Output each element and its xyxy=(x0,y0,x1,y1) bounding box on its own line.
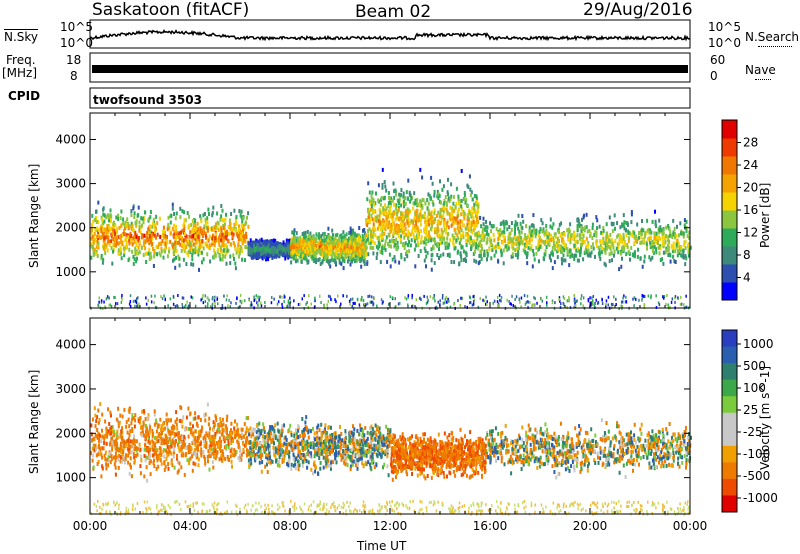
power-ytick-label: 3000 xyxy=(55,177,86,191)
velocity-colorbar-segment xyxy=(722,478,737,496)
nave-line-icon xyxy=(755,79,771,80)
nsky-tick-bottom: 10^0 xyxy=(60,36,93,50)
velocity-ytick-label: 4000 xyxy=(55,338,86,352)
nsky-tick-top: 10^5 xyxy=(60,20,93,34)
velocity-colorbar-frame xyxy=(721,329,738,513)
x-axis-label: Time UT xyxy=(357,539,407,553)
x-tick-label: 20:00 xyxy=(573,519,608,533)
power-colorbar-segment xyxy=(722,174,737,193)
velocity-colorbar-tick-label: 25 xyxy=(743,403,758,417)
power-scatter-layer xyxy=(90,167,692,311)
power-colorbar-tick-label: 20 xyxy=(743,181,758,195)
velocity-colorbar-segment xyxy=(722,363,737,381)
power-colorbar-segment xyxy=(722,210,737,229)
power-colorbar-tick-label: 24 xyxy=(743,158,758,172)
power-colorbar-segment xyxy=(722,282,737,301)
x-tick-label: 00:00 xyxy=(73,519,108,533)
nave-tick-bottom: 0 xyxy=(710,69,718,83)
nsearch-tick-bottom: 10^0 xyxy=(708,36,741,50)
velocity-colorbar-segment xyxy=(722,445,737,463)
nave-label: Nave xyxy=(745,63,776,77)
velocity-colorbar-segment xyxy=(722,346,737,364)
nsearch-line-icon xyxy=(758,46,792,47)
freq-tick-top: 18 xyxy=(66,53,82,67)
cpid-label: CPID xyxy=(8,89,41,103)
freq-label: Freq. xyxy=(6,53,36,67)
velocity-ytick-label: 2000 xyxy=(55,426,86,440)
freq-panel-frame xyxy=(89,52,691,83)
cpid-value: twofsound 3503 xyxy=(93,93,202,107)
velocity-colorbar-tick-label: -100 xyxy=(743,447,770,461)
velocity-scatter-layer xyxy=(90,402,692,517)
velocity-colorbar-segment xyxy=(722,412,737,430)
velocity-colorbar-segment xyxy=(722,495,737,513)
beam-title: Beam 02 xyxy=(355,2,432,22)
nsearch-tick-top: 10^5 xyxy=(708,20,741,34)
nsky-noise-trace xyxy=(89,29,691,42)
power-colorbar-segment xyxy=(722,156,737,175)
x-tick-label: 00:00 xyxy=(673,519,708,533)
power-colorbar-segment xyxy=(722,228,737,247)
nsky-panel-frame xyxy=(89,19,691,49)
x-tick-label: 04:00 xyxy=(173,519,208,533)
nave-band xyxy=(92,65,688,73)
date-title: 29/Aug/2016 xyxy=(583,0,693,20)
velocity-colorbar-segment xyxy=(722,379,737,397)
power-colorbar-tick-label: 12 xyxy=(743,226,758,240)
velocity-colorbar-tick-label: 100 xyxy=(743,381,766,395)
power-ytick-label: 4000 xyxy=(55,132,86,146)
velocity-colorbar-segment xyxy=(722,396,737,414)
velocity-panel-frame xyxy=(89,317,691,515)
power-colorbar-tick-label: 28 xyxy=(743,136,758,150)
cpid-panel-frame xyxy=(89,87,691,109)
power-colorbar-tick-label: 16 xyxy=(743,203,758,217)
freq-unit: [MHz] xyxy=(2,66,38,80)
power-ytick-label: 2000 xyxy=(55,221,86,235)
velocity-colorbar-tick-label: 500 xyxy=(743,359,766,373)
x-tick-label: 08:00 xyxy=(273,519,308,533)
velocity-colorbar-segment xyxy=(722,330,737,348)
velocity-colorbar-tick-label: -25 xyxy=(743,425,763,439)
nsky-label: N.Sky xyxy=(4,30,39,44)
nsearch-label: N.Search xyxy=(745,30,800,44)
freq-tick-bottom: 8 xyxy=(70,69,78,83)
x-tick-label: 12:00 xyxy=(373,519,408,533)
power-colorbar-tick-label: 8 xyxy=(743,248,751,262)
power-colorbar-segment xyxy=(722,138,737,157)
power-colorbar-segment xyxy=(722,264,737,283)
station-title: Saskatoon (fitACF) xyxy=(92,0,250,20)
power-colorbar-segment xyxy=(722,120,737,139)
velocity-ytick-label: 1000 xyxy=(55,471,86,485)
velocity-colorbar-segment xyxy=(722,462,737,480)
velocity-colorbar-tick-label: 1000 xyxy=(743,337,774,351)
nave-tick-top: 60 xyxy=(710,53,726,67)
velocity-colorbar-segment xyxy=(722,429,737,447)
velocity-colorbar-tick-label: -500 xyxy=(743,469,770,483)
power-ytick-label: 1000 xyxy=(55,265,86,279)
power-colorbar-segment xyxy=(722,192,737,211)
power-colorbar-segment xyxy=(722,246,737,265)
power-colorbar-tick-label: 4 xyxy=(743,271,751,285)
velocity-ytick-label: 3000 xyxy=(55,382,86,396)
velocity-colorbar-tick-label: -1000 xyxy=(743,491,778,505)
x-tick-label: 16:00 xyxy=(473,519,508,533)
